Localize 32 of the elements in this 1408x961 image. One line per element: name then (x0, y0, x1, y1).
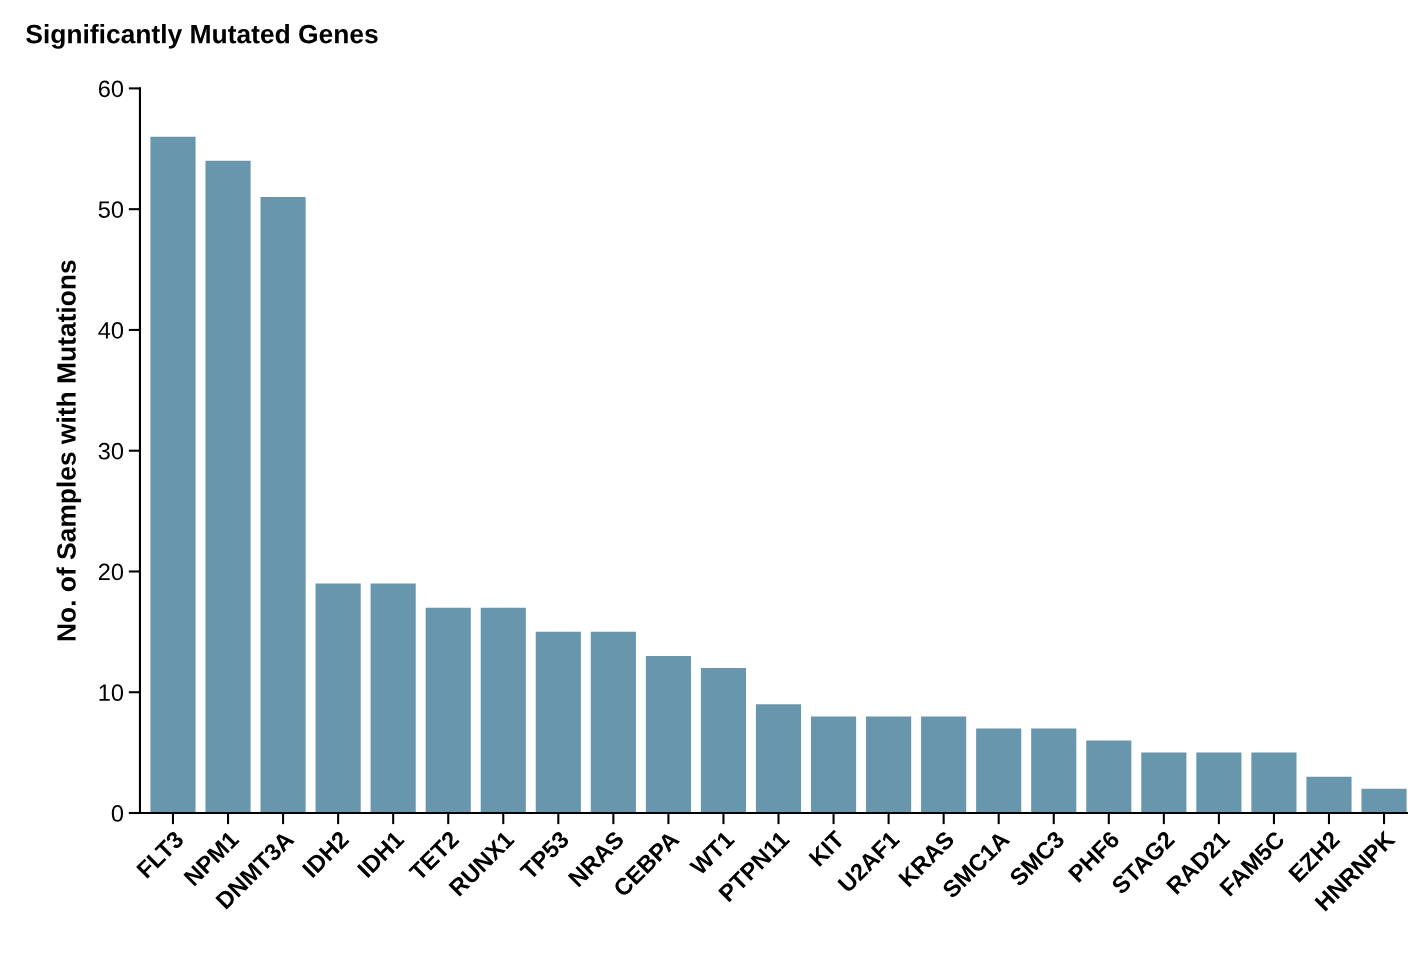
bar (1251, 752, 1297, 814)
bar (866, 716, 912, 814)
bar (205, 160, 251, 814)
bar (425, 607, 471, 814)
y-tick-label: 20 (98, 563, 124, 581)
y-tick-label: 0 (111, 805, 124, 822)
bar (645, 656, 691, 814)
bar (976, 728, 1022, 814)
bar (1141, 752, 1187, 814)
y-tick-label: 40 (98, 322, 124, 339)
bar (150, 136, 196, 814)
bar (755, 704, 802, 814)
bar (1306, 776, 1352, 814)
y-tick-label: 30 (98, 442, 124, 460)
bar (260, 197, 306, 814)
bar (921, 716, 967, 814)
y-tick-label: 10 (99, 684, 124, 702)
bar (370, 583, 416, 814)
chart-title: Significantly Mutated Genes (26, 24, 378, 49)
bar (1361, 788, 1407, 814)
y-axis-title: No. of Samples with Mutations (56, 260, 82, 641)
y-tick-label: 60 (98, 80, 124, 98)
bar (700, 668, 747, 814)
bar (810, 716, 857, 814)
bar (1086, 740, 1132, 814)
bar (315, 583, 361, 814)
y-tick-label: 50 (98, 201, 124, 218)
bar (535, 631, 581, 814)
bar (590, 631, 636, 814)
bar (1031, 728, 1077, 814)
bar (480, 607, 526, 814)
bar (1196, 752, 1242, 814)
